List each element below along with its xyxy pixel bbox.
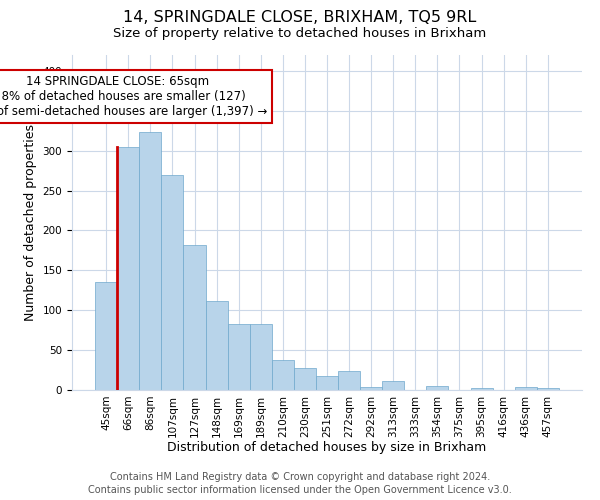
X-axis label: Distribution of detached houses by size in Brixham: Distribution of detached houses by size …: [167, 441, 487, 454]
Bar: [184, 245, 206, 390]
Bar: [206, 302, 227, 390]
Bar: [95, 282, 117, 390]
Bar: [382, 381, 404, 390]
Bar: [316, 376, 338, 390]
Bar: [272, 360, 294, 390]
Text: 14 SPRINGDALE CLOSE: 65sqm
← 8% of detached houses are smaller (127)
92% of semi: 14 SPRINGDALE CLOSE: 65sqm ← 8% of detac…: [0, 75, 268, 118]
Text: Contains HM Land Registry data © Crown copyright and database right 2024.
Contai: Contains HM Land Registry data © Crown c…: [88, 472, 512, 495]
Text: Size of property relative to detached houses in Brixham: Size of property relative to detached ho…: [113, 28, 487, 40]
Bar: [250, 324, 272, 390]
Bar: [360, 387, 382, 390]
Y-axis label: Number of detached properties: Number of detached properties: [24, 124, 37, 321]
Bar: [161, 174, 184, 390]
Bar: [427, 386, 448, 390]
Bar: [227, 324, 250, 390]
Text: 14, SPRINGDALE CLOSE, BRIXHAM, TQ5 9RL: 14, SPRINGDALE CLOSE, BRIXHAM, TQ5 9RL: [124, 10, 476, 25]
Bar: [294, 368, 316, 390]
Bar: [338, 371, 360, 390]
Bar: [470, 388, 493, 390]
Bar: [537, 388, 559, 390]
Bar: [515, 387, 537, 390]
Bar: [139, 132, 161, 390]
Bar: [117, 146, 139, 390]
